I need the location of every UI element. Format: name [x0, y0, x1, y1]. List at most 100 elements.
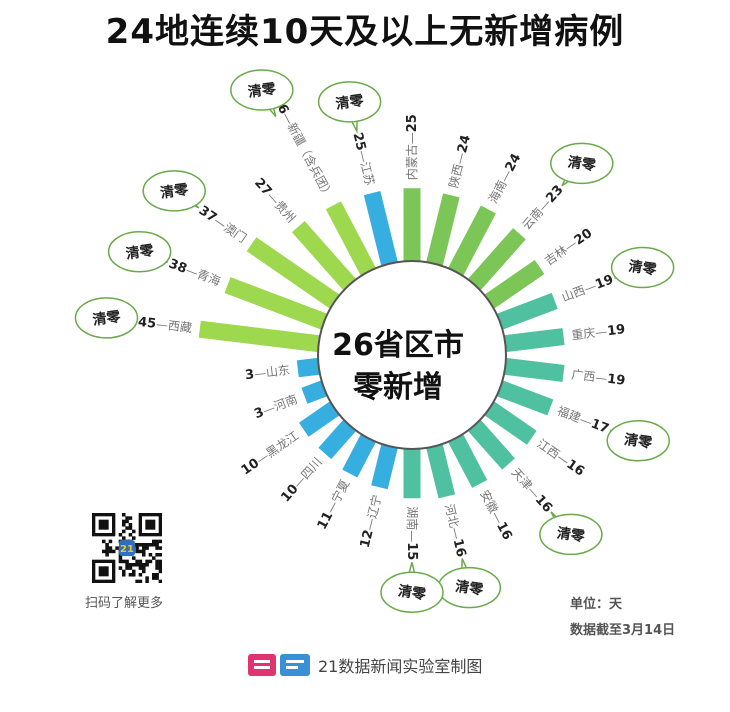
qr-module	[155, 576, 159, 580]
bar-label: 天津—16	[508, 465, 555, 515]
label-dash: —	[594, 324, 608, 339]
qr-module	[132, 569, 136, 574]
bar	[500, 357, 565, 382]
qr-module	[158, 566, 162, 570]
bar-label: 10—四川	[278, 454, 325, 504]
value-label: 11	[314, 509, 336, 532]
bubble-text: 清零	[454, 578, 485, 599]
cleared-bubble: 清零	[317, 81, 382, 134]
qr-module	[132, 563, 136, 567]
center-text-line2: 零新增	[353, 370, 443, 405]
qr-module	[135, 579, 139, 583]
qr-module	[132, 556, 136, 560]
bubble-body	[107, 230, 172, 273]
qr-module	[105, 546, 109, 550]
qr-module	[158, 563, 162, 567]
qr-module	[135, 559, 139, 564]
qr-module	[122, 519, 126, 524]
bar-label: 重庆—19	[571, 322, 627, 343]
region-name: 新疆（含兵团）	[285, 120, 337, 201]
value-label: 17	[589, 416, 611, 436]
qr-module	[142, 546, 146, 550]
bars-layer	[198, 188, 565, 499]
cleared-bubble: 清零	[142, 170, 206, 212]
bar	[425, 193, 460, 270]
qr-module	[135, 546, 139, 550]
qr-module	[155, 553, 159, 557]
qr-module	[132, 536, 136, 540]
qr-module	[142, 549, 146, 554]
bar	[493, 292, 558, 332]
qr-module	[155, 566, 159, 570]
region-name: 广西	[571, 367, 597, 384]
bar-label: 3—河南	[252, 391, 300, 422]
qr-module	[142, 566, 146, 570]
bubble-text: 清零	[247, 80, 278, 101]
value-label: 15	[405, 542, 420, 560]
bar	[246, 237, 343, 311]
bar	[446, 430, 488, 488]
region-name: 山东	[265, 362, 291, 379]
qr-module	[125, 516, 129, 520]
qr-code[interactable]: 21	[92, 513, 162, 583]
qr-module	[152, 539, 156, 544]
qr-module	[138, 549, 143, 554]
qr-finder-core	[145, 519, 156, 530]
value-label: 25	[350, 131, 369, 152]
qr-module	[108, 549, 113, 554]
qr-module	[128, 563, 133, 567]
label-dash: —	[362, 517, 378, 532]
qr-module	[148, 543, 153, 547]
label-dash: —	[406, 530, 420, 542]
qr-module	[122, 573, 126, 577]
bubble-body	[74, 297, 139, 339]
region-name: 陕西	[445, 162, 465, 189]
qr-module	[142, 553, 146, 557]
bar-label: 吉林—20	[542, 225, 595, 268]
bubble-body	[550, 142, 614, 185]
bubble-body	[230, 69, 294, 111]
cleared-bubble: 清零	[606, 420, 670, 462]
bubble-body	[539, 513, 603, 556]
qr-module	[132, 573, 136, 577]
bar	[298, 399, 343, 437]
region-name: 内蒙古	[404, 144, 419, 180]
qr-finder-core	[98, 519, 109, 530]
bar-label: 12—辽宁	[356, 493, 384, 549]
cleared-bubble: 清零	[74, 297, 139, 339]
qr-finder-core	[98, 566, 109, 577]
value-label: 19	[606, 371, 626, 388]
qr-module	[138, 579, 143, 583]
label-dash: —	[489, 509, 507, 526]
bar-label: 27—贵州	[252, 175, 299, 225]
qr-module	[122, 569, 126, 574]
qr-logo-badge	[119, 540, 135, 556]
qr-module	[152, 573, 156, 577]
qr-module	[142, 569, 146, 574]
center-text-line1: 26省区市	[332, 328, 464, 363]
cleared-bubble: 清零	[550, 142, 614, 187]
qr-module	[158, 553, 162, 557]
value-label: 19	[606, 322, 626, 339]
unit-note: 单位：天	[570, 597, 623, 612]
bubble-text: 清零	[92, 308, 123, 329]
bar-label: 38—青海	[167, 255, 223, 289]
qr-module	[125, 563, 129, 567]
label-dash: —	[323, 498, 341, 515]
cleared-bubble: 清零	[437, 558, 502, 609]
bar	[296, 357, 324, 378]
qr-module	[135, 563, 139, 567]
bar	[481, 259, 545, 311]
qr-module	[108, 546, 113, 550]
qr-module	[155, 546, 159, 550]
bubble-body	[142, 170, 206, 212]
bar	[318, 416, 359, 460]
bubble-text: 清零	[125, 242, 156, 263]
value-label: 19	[593, 272, 615, 292]
label-dash: —	[452, 151, 468, 166]
label-dash: —	[261, 400, 277, 417]
qr-module	[138, 563, 143, 567]
bar	[403, 188, 421, 265]
label-dash: —	[155, 316, 169, 331]
